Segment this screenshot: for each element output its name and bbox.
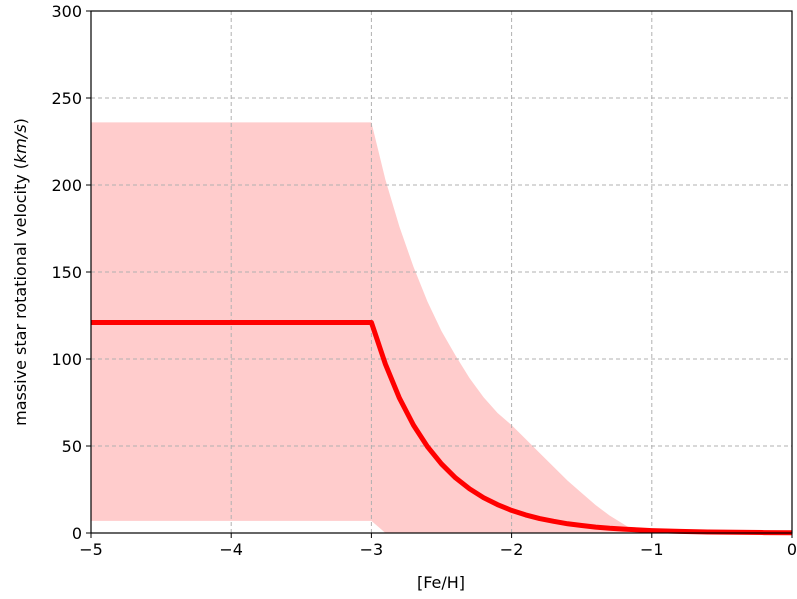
y-axis-label-unit: km/s xyxy=(11,124,30,163)
y-tick-label: 0 xyxy=(72,524,82,543)
tick-layer: −5 −4 −3 −2 −1 0 0 50 100 150 200 250 300 xyxy=(51,2,797,559)
x-axis-label: [Fe/H] xyxy=(417,573,465,592)
series-layer xyxy=(91,319,793,536)
x-tick-label: −4 xyxy=(219,540,243,559)
y-tick-label: 150 xyxy=(51,263,82,282)
y-tick-label: 200 xyxy=(51,176,82,195)
x-tick-label: 0 xyxy=(787,540,797,559)
x-tick-label: −2 xyxy=(500,540,524,559)
series-line xyxy=(91,319,793,536)
y-tick-label: 300 xyxy=(51,2,82,21)
uncertainty-band xyxy=(91,122,638,534)
y-tick-label: 100 xyxy=(51,350,82,369)
x-tick-label: −5 xyxy=(79,540,103,559)
y-tick-label: 250 xyxy=(51,89,82,108)
y-axis-label-prefix: massive star rotational velocity ( xyxy=(11,163,30,426)
y-axis-label: massive star rotational velocity (km/s) xyxy=(11,118,30,426)
y-tick-label: 50 xyxy=(62,437,82,456)
x-tick-label: −3 xyxy=(360,540,384,559)
y-axis-label-suffix: ) xyxy=(11,118,30,124)
x-tick-label: −1 xyxy=(640,540,664,559)
uncertainty-band-layer xyxy=(91,122,638,534)
